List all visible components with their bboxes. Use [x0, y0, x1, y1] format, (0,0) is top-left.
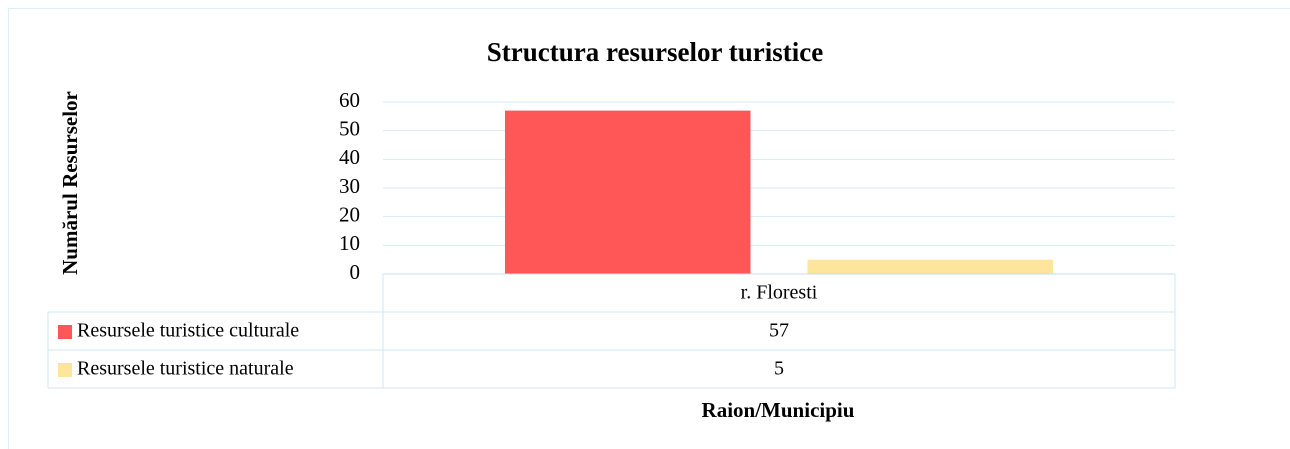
legend-label: Resursele turistice naturale: [77, 358, 294, 380]
y-tick-label: 50: [339, 116, 360, 140]
legend-key: [58, 325, 72, 339]
y-tick-label: 40: [339, 145, 360, 169]
y-tick-label: 20: [339, 202, 360, 226]
y-tick-label: 30: [339, 174, 360, 198]
bar: [807, 259, 1054, 274]
bar: [504, 110, 751, 274]
y-axis-title: Numărul Resurselor: [58, 91, 82, 275]
x-tick-label: r. Floresti: [741, 282, 818, 304]
legend-label: Resursele turistice culturale: [77, 320, 299, 342]
x-axis-title: Raion/Municipiu: [702, 398, 855, 422]
y-tick-label: 10: [339, 231, 360, 255]
y-tick-label: 0: [350, 260, 361, 284]
y-tick-label: 60: [339, 88, 360, 112]
table-value: 5: [774, 358, 784, 380]
legend-key: [58, 363, 72, 377]
chart-title: Structura resurselor turistice: [487, 37, 823, 67]
table-value: 57: [769, 320, 789, 342]
